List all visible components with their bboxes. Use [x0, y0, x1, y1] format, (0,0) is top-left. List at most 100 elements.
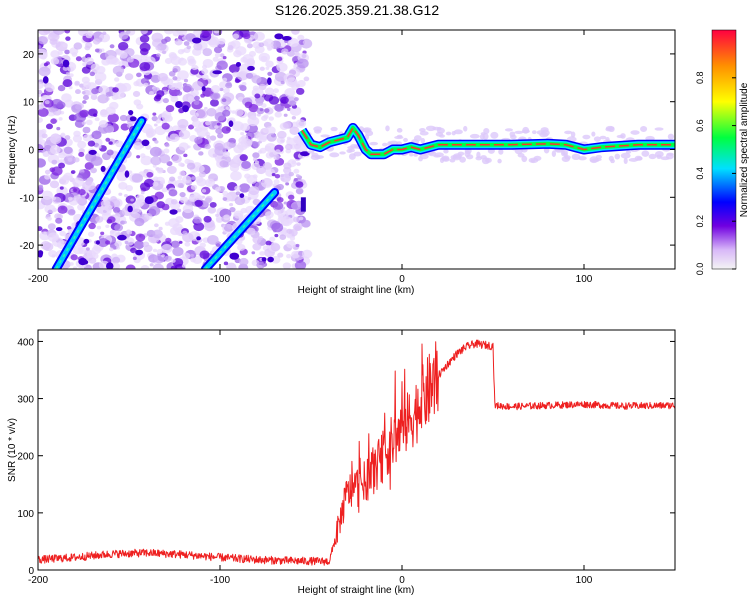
- noise-speck: [183, 153, 188, 158]
- noise-speck: [271, 173, 276, 177]
- carrier-halo-speck: [314, 129, 322, 134]
- carrier-halo-speck: [630, 130, 640, 135]
- carrier-halo-speck: [589, 156, 599, 164]
- noise-speck: [38, 185, 44, 191]
- noise-speck: [130, 247, 137, 254]
- noise-speck: [154, 223, 159, 228]
- noise-speck: [166, 161, 173, 167]
- noise-speck: [139, 182, 151, 191]
- noise-speck: [165, 78, 174, 85]
- noise-speck: [245, 72, 254, 79]
- noise-blob: [55, 227, 63, 232]
- noise-speck: [178, 162, 184, 167]
- noise-speck: [232, 121, 244, 131]
- noise-speck: [154, 140, 159, 144]
- noise-speck: [276, 197, 284, 203]
- noise-speck: [276, 56, 283, 62]
- noise-speck: [116, 246, 121, 250]
- carrier-halo-speck: [420, 137, 426, 144]
- noise-speck: [190, 184, 198, 190]
- noise-speck: [289, 100, 297, 107]
- noise-speck: [276, 183, 284, 191]
- noise-blob: [247, 65, 255, 71]
- noise-speck: [68, 86, 73, 90]
- noise-speck: [182, 175, 192, 184]
- noise-speck: [294, 97, 299, 102]
- noise-speck: [239, 154, 248, 162]
- carrier-halo-speck: [591, 131, 596, 137]
- noise-speck: [162, 98, 169, 104]
- colorbar: 0.0 0.2 0.4 0.6 0.8 Normalized spectral ampl…: [695, 29, 750, 275]
- noise-speck: [295, 187, 304, 195]
- x-tick-label: 0: [399, 274, 405, 285]
- noise-blob: [266, 77, 272, 85]
- noise-speck: [181, 264, 186, 268]
- noise-speck: [182, 83, 193, 93]
- noise-speck: [250, 115, 256, 120]
- noise-speck: [210, 99, 219, 107]
- noise-speck: [273, 202, 284, 210]
- noise-speck: [110, 196, 117, 202]
- noise-speck: [82, 100, 87, 104]
- noise-speck: [81, 86, 86, 91]
- noise-blob: [128, 110, 134, 116]
- noise-speck: [50, 134, 62, 145]
- noise-speck: [49, 145, 61, 155]
- streak-core: [204, 192, 276, 269]
- noise-speck: [78, 189, 86, 196]
- noise-speck: [94, 72, 107, 82]
- carrier-halo-speck: [564, 130, 573, 135]
- noise-speck: [75, 56, 82, 62]
- noise-speck: [295, 174, 300, 178]
- snr-y-label: SNR (10 * v/v): [7, 418, 18, 482]
- y-tick-label: 400: [17, 337, 34, 348]
- noise-speck: [132, 90, 141, 97]
- noise-speck: [280, 80, 285, 85]
- noise-speck: [199, 242, 206, 248]
- noise-speck: [234, 185, 241, 191]
- noise-speck: [176, 91, 183, 96]
- noise-speck: [149, 263, 154, 267]
- carrier-halo-speck: [403, 137, 408, 143]
- noise-blob: [169, 209, 178, 215]
- noise-speck: [259, 135, 268, 143]
- noise-speck: [41, 133, 48, 139]
- carrier-halo-speck: [425, 125, 436, 132]
- noise-speck: [163, 30, 174, 35]
- noise-speck: [50, 118, 57, 124]
- noise-speck: [38, 66, 51, 77]
- noise-speck: [136, 72, 142, 78]
- noise-speck: [196, 108, 208, 119]
- noise-speck: [174, 38, 183, 46]
- noise-speck: [217, 38, 226, 45]
- noise-speck: [119, 51, 128, 59]
- noise-speck: [170, 258, 176, 263]
- carrier-halo-speck: [453, 129, 463, 135]
- noise-speck: [165, 104, 175, 113]
- noise-speck: [47, 223, 56, 230]
- noise-speck: [44, 100, 50, 105]
- noise-speck: [161, 203, 170, 211]
- noise-blob: [182, 105, 189, 113]
- noise-speck: [239, 257, 249, 266]
- noise-blob: [229, 252, 240, 260]
- noise-speck: [178, 240, 183, 244]
- noise-speck: [117, 41, 129, 51]
- noise-speck: [148, 90, 154, 96]
- noise-speck: [235, 46, 247, 56]
- noise-speck: [90, 167, 97, 174]
- noise-speck: [64, 30, 71, 34]
- noise-speck: [277, 130, 287, 139]
- noise-speck: [146, 171, 154, 178]
- noise-speck: [205, 178, 216, 187]
- carrier-halo-speck: [497, 158, 502, 164]
- noise-speck: [88, 222, 96, 230]
- noise-speck: [112, 87, 119, 93]
- noise-speck: [283, 201, 288, 205]
- noise-speck: [298, 216, 304, 221]
- noise-speck: [237, 243, 246, 251]
- noise-blob: [38, 250, 44, 256]
- colorbar-gradient: [711, 29, 737, 270]
- noise-speck: [190, 257, 196, 263]
- carrier-halo-speck: [665, 153, 674, 160]
